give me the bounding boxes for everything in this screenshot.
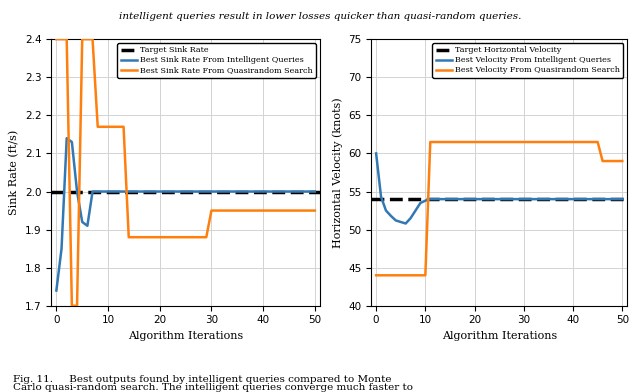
Legend: Target Sink Rate, Best Sink Rate From Intelligent Queries, Best Sink Rate From Q: Target Sink Rate, Best Sink Rate From In… xyxy=(118,43,316,78)
Text: intelligent queries result in lower losses quicker than quasi-random queries.: intelligent queries result in lower loss… xyxy=(119,12,521,21)
Y-axis label: Sink Rate (ft/s): Sink Rate (ft/s) xyxy=(9,130,19,215)
X-axis label: Algorithm Iterations: Algorithm Iterations xyxy=(128,331,243,341)
Legend: Target Horizontal Velocity, Best Velocity From Intelligent Queries, Best Velocit: Target Horizontal Velocity, Best Velocit… xyxy=(433,43,623,78)
Text: Carlo quasi-random search. The intelligent queries converge much faster to: Carlo quasi-random search. The intellige… xyxy=(13,383,413,392)
Text: Fig. 11.     Best outputs found by intelligent queries compared to Monte: Fig. 11. Best outputs found by intellige… xyxy=(13,375,391,384)
X-axis label: Algorithm Iterations: Algorithm Iterations xyxy=(442,331,557,341)
Y-axis label: Horizontal Velocity (knots): Horizontal Velocity (knots) xyxy=(332,97,342,248)
